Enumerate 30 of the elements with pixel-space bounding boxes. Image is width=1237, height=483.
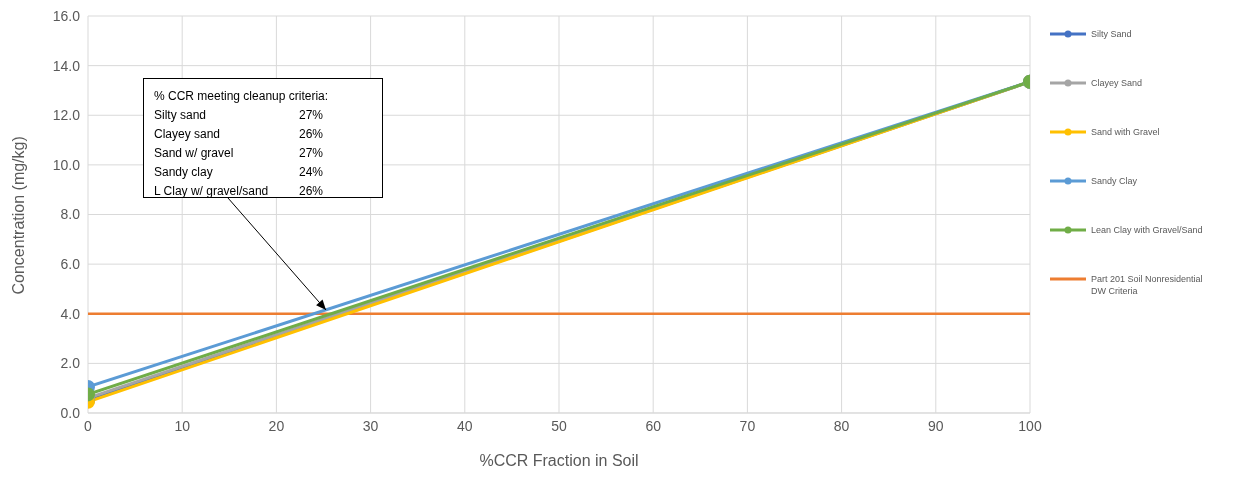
x-tick-label: 20 xyxy=(268,417,285,434)
x-tick-label: 80 xyxy=(833,417,850,434)
x-tick-label: 90 xyxy=(928,417,944,434)
y-tick-label: 0.0 xyxy=(60,404,81,421)
legend-label: Sand with Gravel xyxy=(1091,126,1160,138)
x-tick-label: 0 xyxy=(84,417,93,434)
y-tick-label: 16.0 xyxy=(52,7,81,24)
x-tick-label: 10 xyxy=(174,417,191,434)
x-tick-label: 30 xyxy=(362,417,379,434)
x-tick-label: 60 xyxy=(645,417,662,434)
y-tick-label: 2.0 xyxy=(60,355,81,372)
x-tick-label: 50 xyxy=(551,417,567,434)
legend-label: Clayey Sand xyxy=(1091,77,1143,89)
legend-label: Lean Clay with Gravel/Sand xyxy=(1091,224,1203,236)
y-tick-label: 10.0 xyxy=(52,156,81,173)
x-tick-label: 70 xyxy=(739,417,756,434)
y-axis-title: Concentration (mg/kg) xyxy=(9,136,27,295)
x-axis-title: %CCR Fraction in Soil xyxy=(479,452,639,469)
annotation: % CCR meeting cleanup criteria: xyxy=(154,88,330,105)
x-tick-label: 40 xyxy=(457,417,473,434)
legend-label: Sandy Clay xyxy=(1091,175,1138,187)
x-tick-label: 100 xyxy=(1018,417,1042,434)
legend-label: Silty Sand xyxy=(1091,28,1132,40)
y-tick-label: 8.0 xyxy=(60,206,81,223)
y-tick-label: 6.0 xyxy=(60,256,81,273)
legend-label: Part 201 Soil Nonresidential DW Criteria xyxy=(1091,273,1204,297)
y-tick-label: 12.0 xyxy=(52,107,81,124)
text-box: % CCR meeting cleanup criteria: Silty sand 27% Clayey sand 26% Sand w/ gravel 27% Sandy clay 24% L Clay w/ gravel/sand 26% xyxy=(143,78,383,198)
y-tick-label: 14.0 xyxy=(52,57,81,74)
y-tick-label: 4.0 xyxy=(60,305,81,322)
